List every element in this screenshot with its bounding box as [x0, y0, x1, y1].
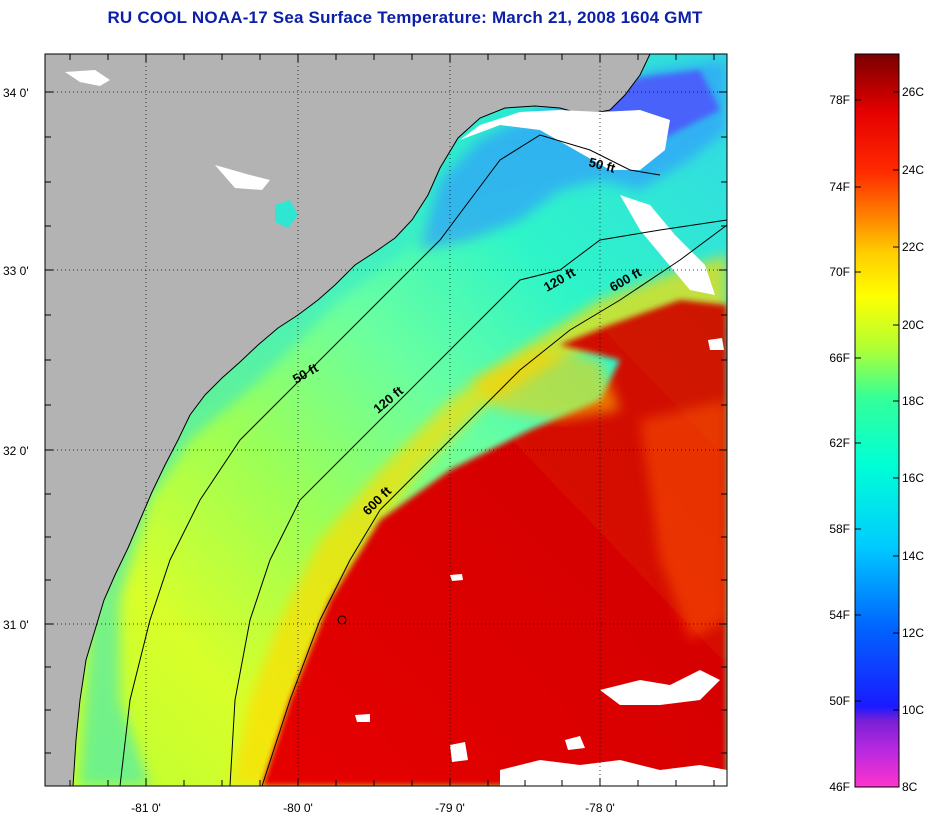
- gulf-stream-eddy: [470, 350, 620, 420]
- lat-label-32: 32 0': [3, 444, 29, 458]
- cbar-c-12: 12C: [902, 626, 924, 640]
- cbar-c-24: 24C: [902, 163, 924, 177]
- cloud-mask: [65, 70, 727, 786]
- cbar-c-20: 20C: [902, 318, 924, 332]
- bathymetry-contours: [119, 134, 727, 786]
- land-area: [45, 54, 651, 786]
- cbar-c-26: 26C: [902, 85, 924, 99]
- cbar-c-18: 18C: [902, 394, 924, 408]
- lat-label-31: 31 0': [3, 618, 29, 632]
- lon-label-80: -80 0': [283, 801, 313, 815]
- lon-label-78: -78 0': [585, 801, 615, 815]
- map-frame: [44, 53, 728, 787]
- cbar-c-22: 22C: [902, 240, 924, 254]
- cbar-c-10: 10C: [902, 703, 924, 717]
- cbar-f-62: 62F: [829, 436, 850, 450]
- cbar-f-78: 78F: [829, 93, 850, 107]
- lat-label-34: 34 0': [3, 86, 29, 100]
- axis-ticks: [45, 54, 727, 786]
- colorbar-ticks: [855, 91, 899, 711]
- colorbar-gradient: [854, 53, 900, 788]
- gulf-stream: [262, 300, 727, 786]
- cbar-f-58: 58F: [829, 522, 850, 536]
- cbar-c-8: 8C: [902, 780, 918, 794]
- gulf-stream-edge: [640, 400, 727, 640]
- lon-label-81: -81 0': [131, 801, 161, 815]
- cbar-f-50: 50F: [829, 694, 850, 708]
- contour-label-50ft-north: 50 ft: [587, 154, 617, 176]
- lon-label-79: -79 0': [435, 801, 465, 815]
- graticule: [45, 54, 727, 786]
- cbar-f-46: 46F: [829, 780, 850, 794]
- cbar-f-74: 74F: [829, 180, 850, 194]
- cbar-f-54: 54F: [829, 608, 850, 622]
- cbar-f-66: 66F: [829, 351, 850, 365]
- map-plot-area: 50 ft 50 ft 120 ft 120 ft 600 ft 600 ft: [45, 54, 727, 786]
- cbar-c-16: 16C: [902, 471, 924, 485]
- lat-label-33: 33 0': [3, 264, 29, 278]
- map-title: RU COOL NOAA-17 Sea Surface Temperature:…: [107, 8, 703, 27]
- cbar-f-70: 70F: [829, 265, 850, 279]
- cbar-c-14: 14C: [902, 549, 924, 563]
